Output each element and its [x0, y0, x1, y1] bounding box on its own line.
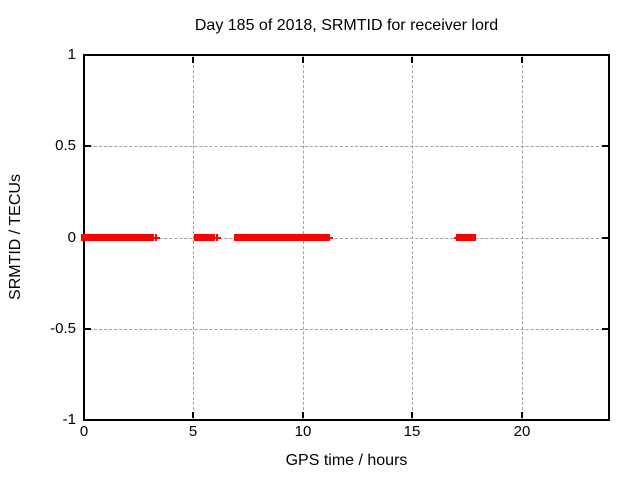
y-tick-mark-left [85, 419, 91, 421]
data-segment [141, 234, 154, 241]
x-tick-mark-top [83, 57, 85, 63]
data-segment [457, 234, 476, 241]
y-tick-label: 0 [67, 229, 76, 246]
gridline-horizontal [84, 238, 609, 239]
x-tick-label: 10 [294, 423, 312, 440]
data-point-marker [155, 234, 157, 241]
data-segment [234, 234, 328, 241]
chart-title: Day 185 of 2018, SRMTID for receiver lor… [194, 17, 499, 34]
gridline-vertical [193, 55, 194, 420]
x-tick-label: 20 [513, 423, 531, 440]
plot-border [83, 54, 610, 421]
x-tick-mark-top [411, 57, 413, 63]
y-tick-label: 1 [67, 46, 76, 63]
gridline-horizontal [84, 146, 609, 147]
data-point-marker [456, 234, 458, 241]
y-tick-label: -1 [62, 411, 76, 428]
y-tick-mark-right [602, 328, 608, 330]
y-tick-mark-left [85, 328, 91, 330]
data-point-marker [216, 234, 218, 241]
x-tick-mark-bottom [411, 412, 413, 418]
x-tick-mark-bottom [302, 412, 304, 418]
y-tick-mark-left [85, 145, 91, 147]
gridline-horizontal [84, 329, 609, 330]
y-tick-mark-right [602, 54, 608, 56]
data-segment [81, 234, 100, 241]
y-tick-mark-right [602, 237, 608, 239]
x-tick-label: 15 [403, 423, 421, 440]
x-tick-mark-bottom [83, 412, 85, 418]
y-tick-mark-right [602, 145, 608, 147]
x-tick-label: 0 [79, 423, 89, 440]
y-tick-label: -0.5 [50, 320, 76, 337]
x-tick-mark-top [302, 57, 304, 63]
y-tick-label: 0.5 [55, 137, 76, 154]
data-segment [97, 234, 142, 241]
y-tick-mark-left [85, 54, 91, 56]
x-tick-mark-bottom [192, 412, 194, 418]
x-axis-label: GPS time / hours [285, 452, 408, 469]
x-tick-mark-top [192, 57, 194, 63]
x-tick-label: 5 [188, 423, 198, 440]
gridline-vertical [412, 55, 413, 420]
x-tick-mark-bottom [521, 412, 523, 418]
gridline-vertical [522, 55, 523, 420]
data-segment [194, 234, 214, 241]
y-tick-mark-right [602, 419, 608, 421]
x-tick-mark-top [521, 57, 523, 63]
data-point-marker [328, 234, 330, 241]
